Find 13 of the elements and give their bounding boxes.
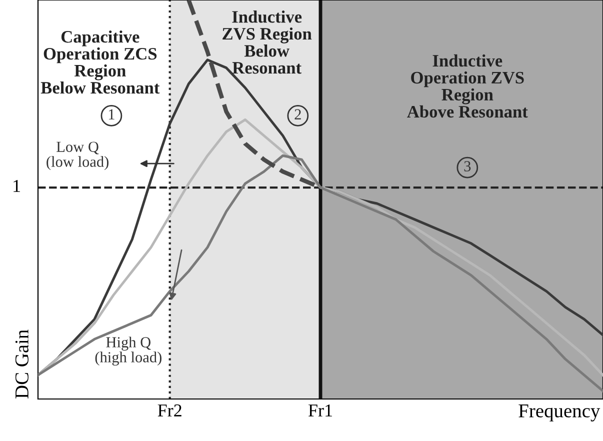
annotation: 3 — [464, 161, 471, 172]
x-tick-label: Fr2 — [158, 404, 182, 416]
ref-line-label: 1 — [14, 180, 20, 192]
annotation: Low Q (low load) — [46, 142, 108, 170]
x-tick-label: Fr1 — [308, 404, 332, 416]
annotation: High Q (high load) — [95, 336, 162, 366]
annotation: Inductive ZVS Region Below Resonant — [222, 10, 312, 74]
x-axis-title: Frequency — [518, 404, 600, 422]
annotation: 1 — [108, 109, 114, 120]
annotation: Capacitive Operation ZCS Region Below Resonant — [40, 30, 160, 94]
y-axis-title: DC Gain — [15, 330, 28, 398]
annotation: 2 — [294, 109, 301, 120]
annotation: Inductive Operation ZVS Region Above Resonant — [407, 54, 528, 118]
